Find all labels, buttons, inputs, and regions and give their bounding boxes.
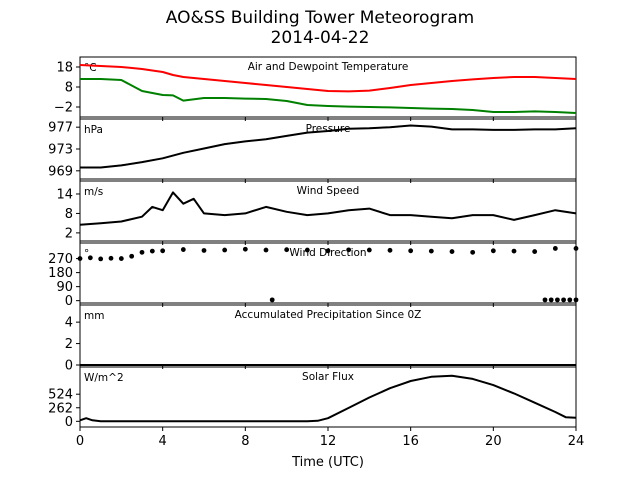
y-tick-label-solar_flux: 0: [65, 415, 73, 430]
data-point-wind_direction: [555, 297, 560, 303]
x-tick-label: 8: [241, 434, 249, 449]
unit-label-solar_flux: W/m^2: [84, 372, 124, 384]
y-tick-label-wind_speed: 2: [65, 226, 73, 241]
unit-label-wind_direction: °: [84, 248, 89, 260]
data-point-wind_direction: [118, 256, 124, 261]
data-point-wind_direction: [346, 247, 352, 253]
x-axis-label: Time (UTC): [291, 455, 364, 470]
data-point-wind_direction: [304, 247, 310, 253]
data-point-wind_direction: [428, 248, 434, 254]
y-tick-label-solar_flux: 524: [48, 388, 73, 403]
y-tick-label-pressure: 977: [48, 121, 73, 136]
x-tick-label: 12: [320, 434, 337, 449]
data-point-wind_direction: [532, 249, 538, 254]
data-point-wind_direction: [87, 255, 93, 261]
data-point-wind_direction: [449, 249, 455, 254]
data-point-wind_direction: [552, 246, 558, 251]
y-tick-label-wind_direction: 180: [48, 266, 73, 281]
y-tick-label-wind_direction: 0: [65, 294, 73, 309]
data-point-wind_direction: [325, 248, 331, 254]
y-tick-label-temperature: 8: [65, 81, 73, 96]
series-line-wind_speed-0: [79, 191, 577, 226]
data-point-wind_direction: [222, 247, 228, 253]
data-point-wind_direction: [470, 249, 476, 255]
data-point-wind_direction: [98, 256, 104, 262]
panel-title-precipitation: Accumulated Precipitation Since 0Z: [235, 309, 422, 321]
x-tick-label: 16: [402, 434, 419, 449]
data-point-wind_direction: [201, 248, 207, 253]
y-tick-label-solar_flux: 262: [48, 401, 73, 416]
data-point-wind_direction: [129, 253, 135, 259]
data-point-wind_direction: [284, 247, 290, 253]
series-line-temperature-0: [79, 64, 577, 93]
data-point-wind_direction: [366, 247, 372, 253]
unit-label-temperature: °C: [84, 62, 97, 74]
x-tick-label: 4: [159, 434, 167, 449]
data-point-wind_direction: [263, 247, 269, 253]
data-point-wind_direction: [490, 248, 496, 254]
unit-label-wind_speed: m/s: [84, 186, 103, 198]
data-point-wind_direction: [511, 248, 517, 254]
y-tick-label-wind_speed: 14: [56, 187, 73, 202]
series-line-solar_flux-0: [79, 374, 577, 423]
y-tick-label-temperature: −2: [54, 101, 73, 116]
panel-title-wind_speed: Wind Speed: [297, 185, 360, 197]
data-point-wind_direction: [160, 248, 166, 254]
data-point-wind_direction: [269, 297, 275, 303]
panel-title-solar_flux: Solar Flux: [302, 371, 354, 383]
x-tick-label: 0: [76, 434, 84, 449]
y-tick-label-precipitation: 2: [65, 337, 73, 352]
data-point-wind_direction: [242, 246, 248, 252]
unit-label-precipitation: mm: [84, 310, 104, 322]
data-point-wind_direction: [567, 297, 573, 303]
y-tick-label-pressure: 973: [48, 143, 73, 158]
y-tick-label-precipitation: 0: [65, 359, 73, 374]
y-tick-label-pressure: 969: [48, 164, 73, 179]
data-point-wind_direction: [573, 297, 579, 303]
x-tick-label: 24: [568, 434, 585, 449]
data-point-wind_direction: [561, 297, 566, 303]
data-point-wind_direction: [542, 297, 548, 303]
y-tick-label-wind_direction: 270: [48, 252, 73, 267]
y-tick-label-wind_speed: 8: [65, 207, 73, 222]
data-point-wind_direction: [77, 256, 83, 261]
chart-title: AO&SS Building Tower Meteorogram: [165, 8, 475, 28]
panel-title-temperature: Air and Dewpoint Temperature: [248, 61, 409, 73]
y-tick-label-wind_direction: 90: [56, 280, 73, 295]
data-point-wind_direction: [139, 249, 145, 255]
data-point-wind_direction: [548, 297, 554, 303]
y-tick-label-precipitation: 4: [65, 316, 73, 331]
x-tick-label: 20: [485, 434, 502, 449]
data-point-wind_direction: [573, 246, 579, 251]
data-point-wind_direction: [149, 248, 155, 254]
series-line-pressure-0: [80, 124, 577, 169]
data-point-wind_direction: [387, 247, 393, 253]
series-line-temperature-1: [80, 78, 577, 114]
data-point-wind_direction: [108, 255, 114, 261]
data-point-wind_direction: [408, 248, 414, 254]
unit-label-pressure: hPa: [84, 124, 103, 136]
data-point-wind_direction: [180, 247, 186, 252]
y-tick-label-temperature: 18: [56, 61, 73, 76]
chart-subtitle: 2014-04-22: [270, 28, 370, 48]
